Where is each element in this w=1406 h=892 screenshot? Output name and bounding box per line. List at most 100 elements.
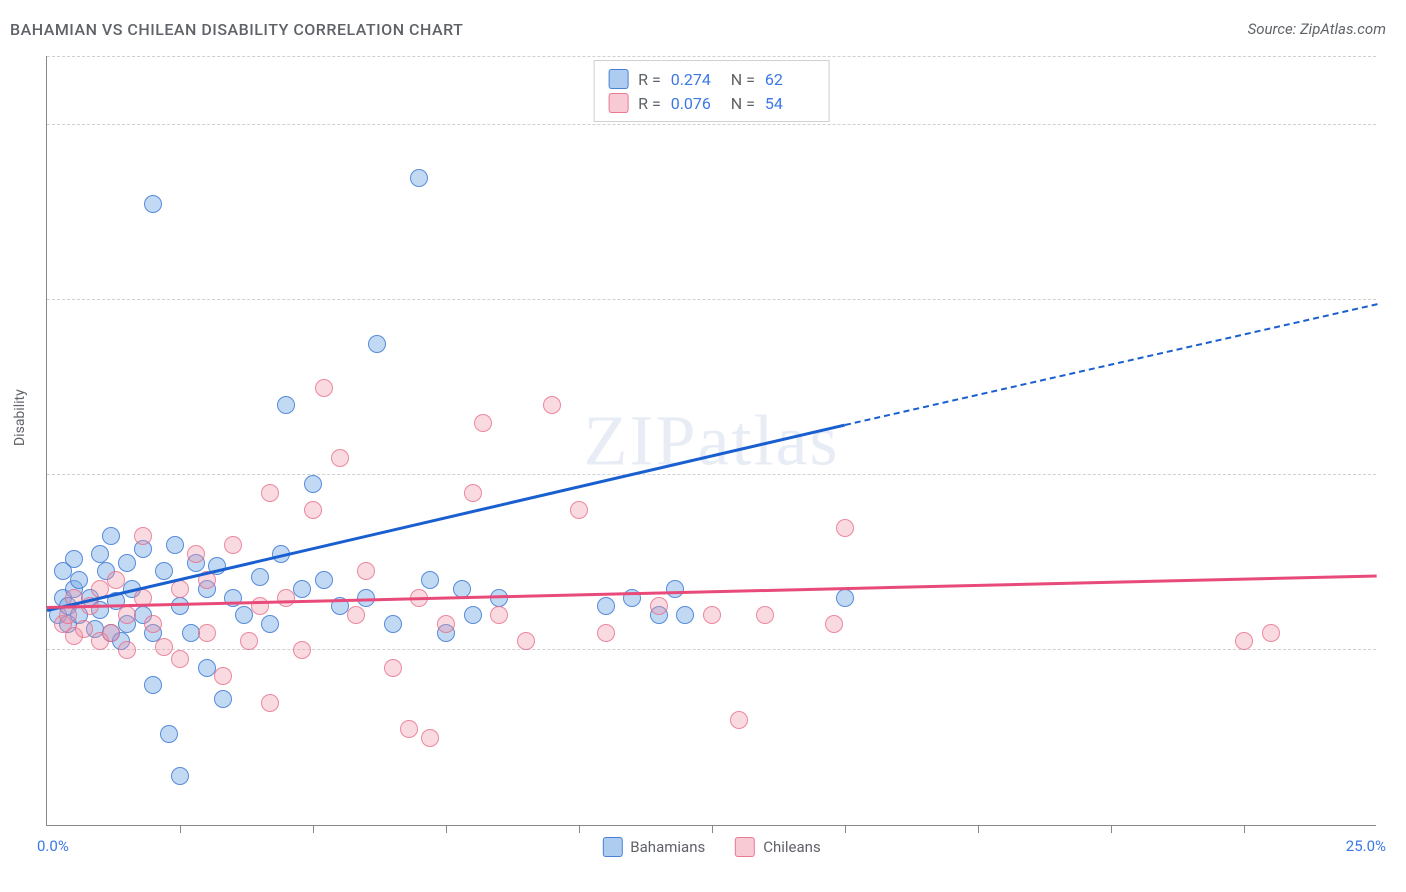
scatter-point	[666, 580, 684, 598]
x-tick	[1111, 825, 1112, 833]
x-tick	[978, 825, 979, 833]
legend-row-bahamians: R = 0.274 N = 62	[608, 67, 815, 91]
legend-label-bahamians: Bahamians	[630, 838, 705, 856]
scatter-point	[347, 606, 365, 624]
scatter-point	[160, 725, 178, 743]
source-attribution: Source: ZipAtlas.com	[1248, 20, 1386, 38]
watermark: ZIPatlas	[584, 399, 840, 482]
scatter-point	[155, 638, 173, 656]
scatter-point	[836, 589, 854, 607]
grid-line	[47, 124, 1376, 125]
scatter-point	[676, 606, 694, 624]
scatter-point	[421, 571, 439, 589]
chart-container: BAHAMIAN VS CHILEAN DISABILITY CORRELATI…	[0, 0, 1406, 892]
scatter-point	[1262, 624, 1280, 642]
scatter-point	[331, 449, 349, 467]
scatter-point	[836, 519, 854, 537]
scatter-point	[570, 501, 588, 519]
n-label: N =	[731, 94, 755, 113]
swatch-pink	[735, 837, 755, 857]
trend-line	[845, 303, 1377, 426]
scatter-point	[517, 632, 535, 650]
scatter-point	[384, 615, 402, 633]
scatter-point	[543, 396, 561, 414]
scatter-point	[756, 606, 774, 624]
scatter-point	[277, 589, 295, 607]
chart-title: BAHAMIAN VS CHILEAN DISABILITY CORRELATI…	[10, 20, 463, 39]
scatter-point	[384, 659, 402, 677]
scatter-point	[235, 606, 253, 624]
x-tick	[712, 825, 713, 833]
scatter-point	[214, 667, 232, 685]
grid-line	[47, 474, 1376, 475]
n-value-bahamians: 62	[765, 70, 815, 89]
scatter-point	[304, 475, 322, 493]
scatter-point	[730, 711, 748, 729]
trend-line	[47, 574, 1377, 608]
scatter-point	[102, 624, 120, 642]
scatter-point	[277, 396, 295, 414]
scatter-point	[91, 545, 109, 563]
scatter-point	[134, 527, 152, 545]
scatter-point	[59, 606, 77, 624]
watermark-atlas: atlas	[698, 400, 840, 480]
r-value-bahamians: 0.274	[671, 70, 721, 89]
y-tick-label: 40.0%	[1386, 98, 1406, 116]
legend-label-chileans: Chileans	[763, 838, 820, 856]
scatter-point	[304, 501, 322, 519]
y-axis-title: Disability	[12, 389, 28, 446]
scatter-point	[315, 379, 333, 397]
scatter-point	[75, 620, 93, 638]
watermark-zip: ZIP	[584, 400, 698, 480]
scatter-point	[293, 641, 311, 659]
scatter-point	[65, 550, 83, 568]
x-tick	[313, 825, 314, 833]
legend-row-chileans: R = 0.076 N = 54	[608, 91, 815, 115]
x-tick	[579, 825, 580, 833]
x-axis-min-label: 0.0%	[37, 837, 69, 855]
scatter-point	[144, 615, 162, 633]
r-value-chileans: 0.076	[671, 94, 721, 113]
scatter-point	[118, 606, 136, 624]
n-label: N =	[731, 70, 755, 89]
y-tick-label: 30.0%	[1386, 273, 1406, 291]
scatter-point	[171, 650, 189, 668]
scatter-point	[214, 690, 232, 708]
scatter-point	[597, 597, 615, 615]
scatter-point	[171, 597, 189, 615]
scatter-point	[400, 720, 418, 738]
scatter-point	[224, 536, 242, 554]
plot-area: ZIPatlas R = 0.274 N = 62 R = 0.076 N = …	[46, 56, 1376, 826]
x-tick	[845, 825, 846, 833]
scatter-point	[421, 729, 439, 747]
scatter-point	[261, 484, 279, 502]
scatter-point	[261, 694, 279, 712]
scatter-point	[155, 562, 173, 580]
scatter-point	[107, 571, 125, 589]
x-tick	[1244, 825, 1245, 833]
grid-line	[47, 299, 1376, 300]
correlation-legend: R = 0.274 N = 62 R = 0.076 N = 54	[593, 60, 830, 122]
legend-item-chileans: Chileans	[735, 837, 820, 857]
swatch-blue	[602, 837, 622, 857]
scatter-point	[650, 597, 668, 615]
legend-item-bahamians: Bahamians	[602, 837, 705, 857]
y-tick-label: 20.0%	[1386, 448, 1406, 466]
scatter-point	[368, 335, 386, 353]
scatter-point	[410, 169, 428, 187]
scatter-point	[703, 606, 721, 624]
scatter-point	[198, 624, 216, 642]
scatter-point	[1235, 632, 1253, 650]
scatter-point	[171, 580, 189, 598]
x-axis-max-label: 25.0%	[1346, 837, 1386, 855]
swatch-pink	[608, 93, 628, 113]
scatter-point	[474, 414, 492, 432]
scatter-point	[144, 195, 162, 213]
scatter-point	[490, 606, 508, 624]
x-tick	[180, 825, 181, 833]
x-tick	[446, 825, 447, 833]
n-value-chileans: 54	[765, 94, 815, 113]
scatter-point	[357, 562, 375, 580]
scatter-point	[166, 536, 184, 554]
y-tick-label: 10.0%	[1386, 623, 1406, 641]
